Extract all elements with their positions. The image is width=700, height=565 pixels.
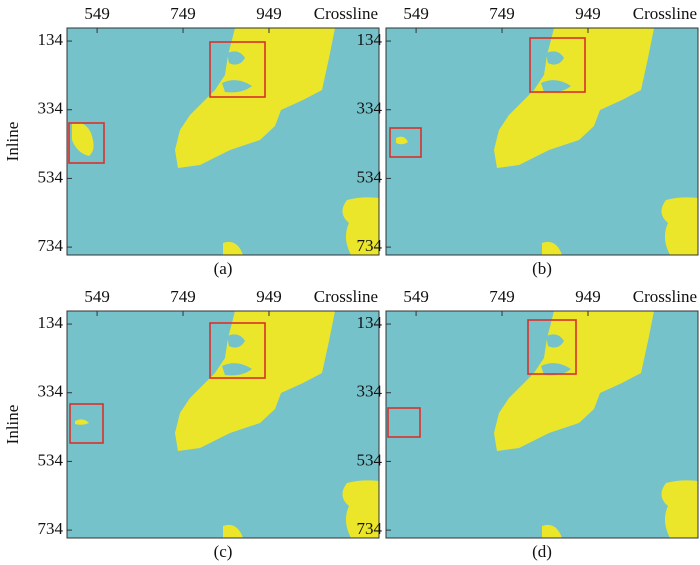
caption: (c)	[214, 542, 233, 561]
y-tick-label: 734	[357, 236, 383, 255]
x-tick-label: 749	[489, 287, 515, 306]
x-tick-label: 949	[575, 4, 601, 23]
y-axis-label: Inline	[3, 405, 22, 445]
x-tick-label: 949	[256, 287, 282, 306]
y-tick-label: 734	[38, 519, 64, 538]
x-axis-label: Crossline	[314, 4, 378, 23]
x-axis-label: Crossline	[633, 4, 697, 23]
map-c	[67, 311, 379, 538]
y-tick-label: 534	[357, 167, 383, 186]
x-tick-label: 549	[84, 287, 110, 306]
y-tick-label: 134	[38, 313, 64, 332]
y-tick-label: 534	[38, 167, 64, 186]
caption: (a)	[214, 259, 233, 278]
caption: (b)	[532, 259, 552, 278]
y-tick-label: 134	[357, 313, 383, 332]
x-tick-label: 749	[170, 4, 196, 23]
y-tick-label: 734	[357, 519, 383, 538]
map-b	[386, 28, 698, 255]
x-tick-label: 949	[575, 287, 601, 306]
x-tick-label: 549	[84, 4, 110, 23]
y-tick-label: 334	[38, 99, 64, 118]
y-tick-label: 334	[357, 99, 383, 118]
y-tick-label: 534	[357, 450, 383, 469]
x-tick-label: 549	[403, 287, 429, 306]
y-tick-label: 534	[38, 450, 64, 469]
caption: (d)	[532, 542, 552, 561]
x-tick-label: 749	[170, 287, 196, 306]
frame	[385, 27, 699, 256]
frame	[66, 27, 380, 256]
frame	[66, 310, 380, 539]
x-tick-label: 949	[256, 4, 282, 23]
y-tick-label: 334	[357, 382, 383, 401]
map-a	[67, 28, 379, 255]
y-tick-label: 134	[38, 30, 64, 49]
frame	[385, 310, 699, 539]
y-tick-label: 134	[357, 30, 383, 49]
x-tick-label: 549	[403, 4, 429, 23]
map-d	[386, 311, 698, 538]
y-tick-label: 734	[38, 236, 64, 255]
y-axis-label: Inline	[3, 122, 22, 162]
x-tick-label: 749	[489, 4, 515, 23]
x-axis-label: Crossline	[633, 287, 697, 306]
y-tick-label: 334	[38, 382, 64, 401]
x-axis-label: Crossline	[314, 287, 378, 306]
